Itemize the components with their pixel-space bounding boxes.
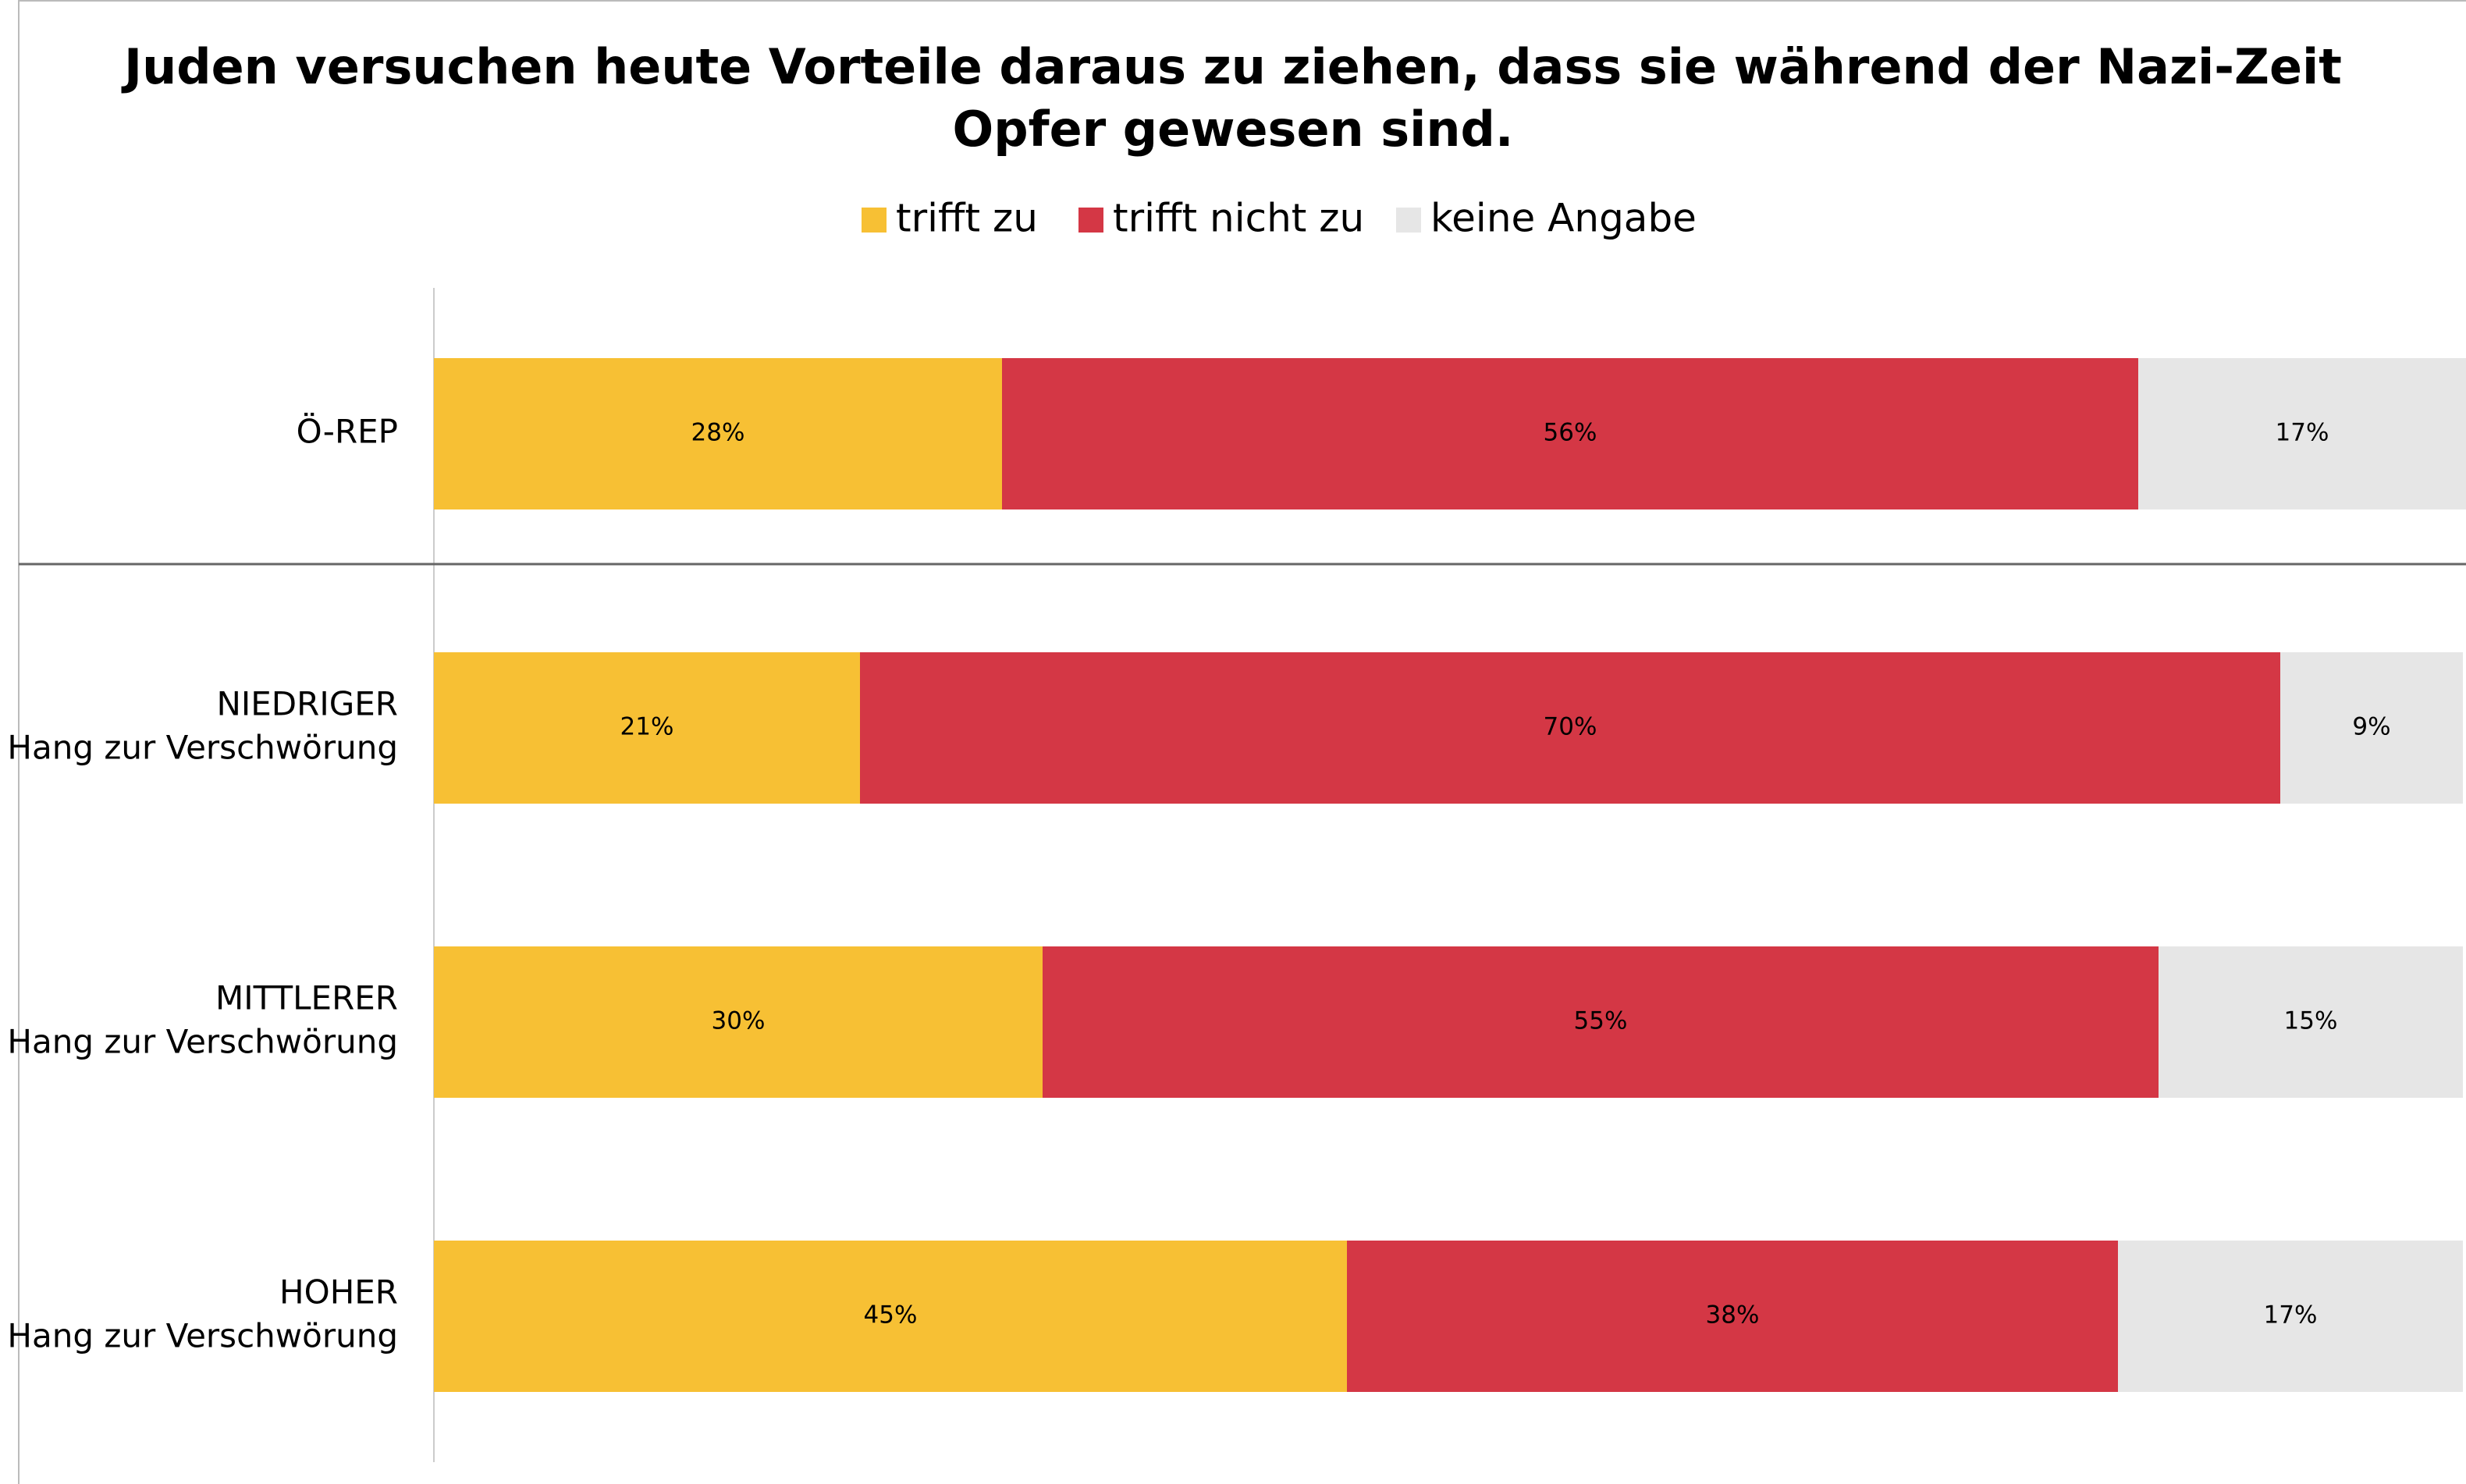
chart-title: Juden versuchen heute Vorteile daraus zu… [121,38,2342,95]
value-label: 45% [864,1301,918,1330]
value-label: 28% [691,419,745,447]
value-label: 21% [620,713,674,741]
legend-label: trifft zu [896,196,1038,241]
bar-segment [434,1241,1347,1392]
bar-segment [2280,652,2463,804]
value-label: 17% [2276,419,2329,447]
bar-segment [2159,946,2463,1098]
category-label: Hang zur Verschwörung [7,1317,398,1355]
bar-segment [2118,1241,2463,1392]
bar-segment [434,652,860,804]
bar-segment [860,652,2280,804]
bar-segment [1002,358,2138,509]
legend-swatch [1078,208,1103,233]
legend-label: trifft nicht zu [1113,196,1364,241]
bar-segment [434,946,1043,1098]
category-label: Hang zur Verschwörung [7,1023,398,1061]
value-label: 56% [1544,419,1597,447]
category-label: Ö-REP [297,412,398,451]
bar-segment [434,358,1002,509]
bars: 28% 56% 17% 21% 70% 9% 30% 55% 15% 45% 38% 17% [434,358,2466,1392]
category-label: Hang zur Verschwörung [7,729,398,767]
legend-swatch [862,208,887,233]
value-label: 70% [1544,713,1597,741]
category-label: MITTLERER [215,979,398,1017]
legend-label: keine Angabe [1430,196,1697,241]
value-label: 38% [1706,1301,1760,1330]
legend-swatch [1396,208,1421,233]
value-label: 55% [1574,1007,1628,1035]
value-label: 17% [2264,1301,2318,1330]
category-label: HOHER [279,1273,398,1312]
value-label: 9% [2352,713,2390,741]
value-label: 30% [712,1007,766,1035]
value-label: 15% [2284,1007,2338,1035]
bar-segment [1347,1241,2118,1392]
bar-segment [1043,946,2159,1098]
category-label: NIEDRIGER [216,685,398,723]
chart-title: Opfer gewesen sind. [953,101,1514,158]
bar-segment [2138,358,2466,509]
